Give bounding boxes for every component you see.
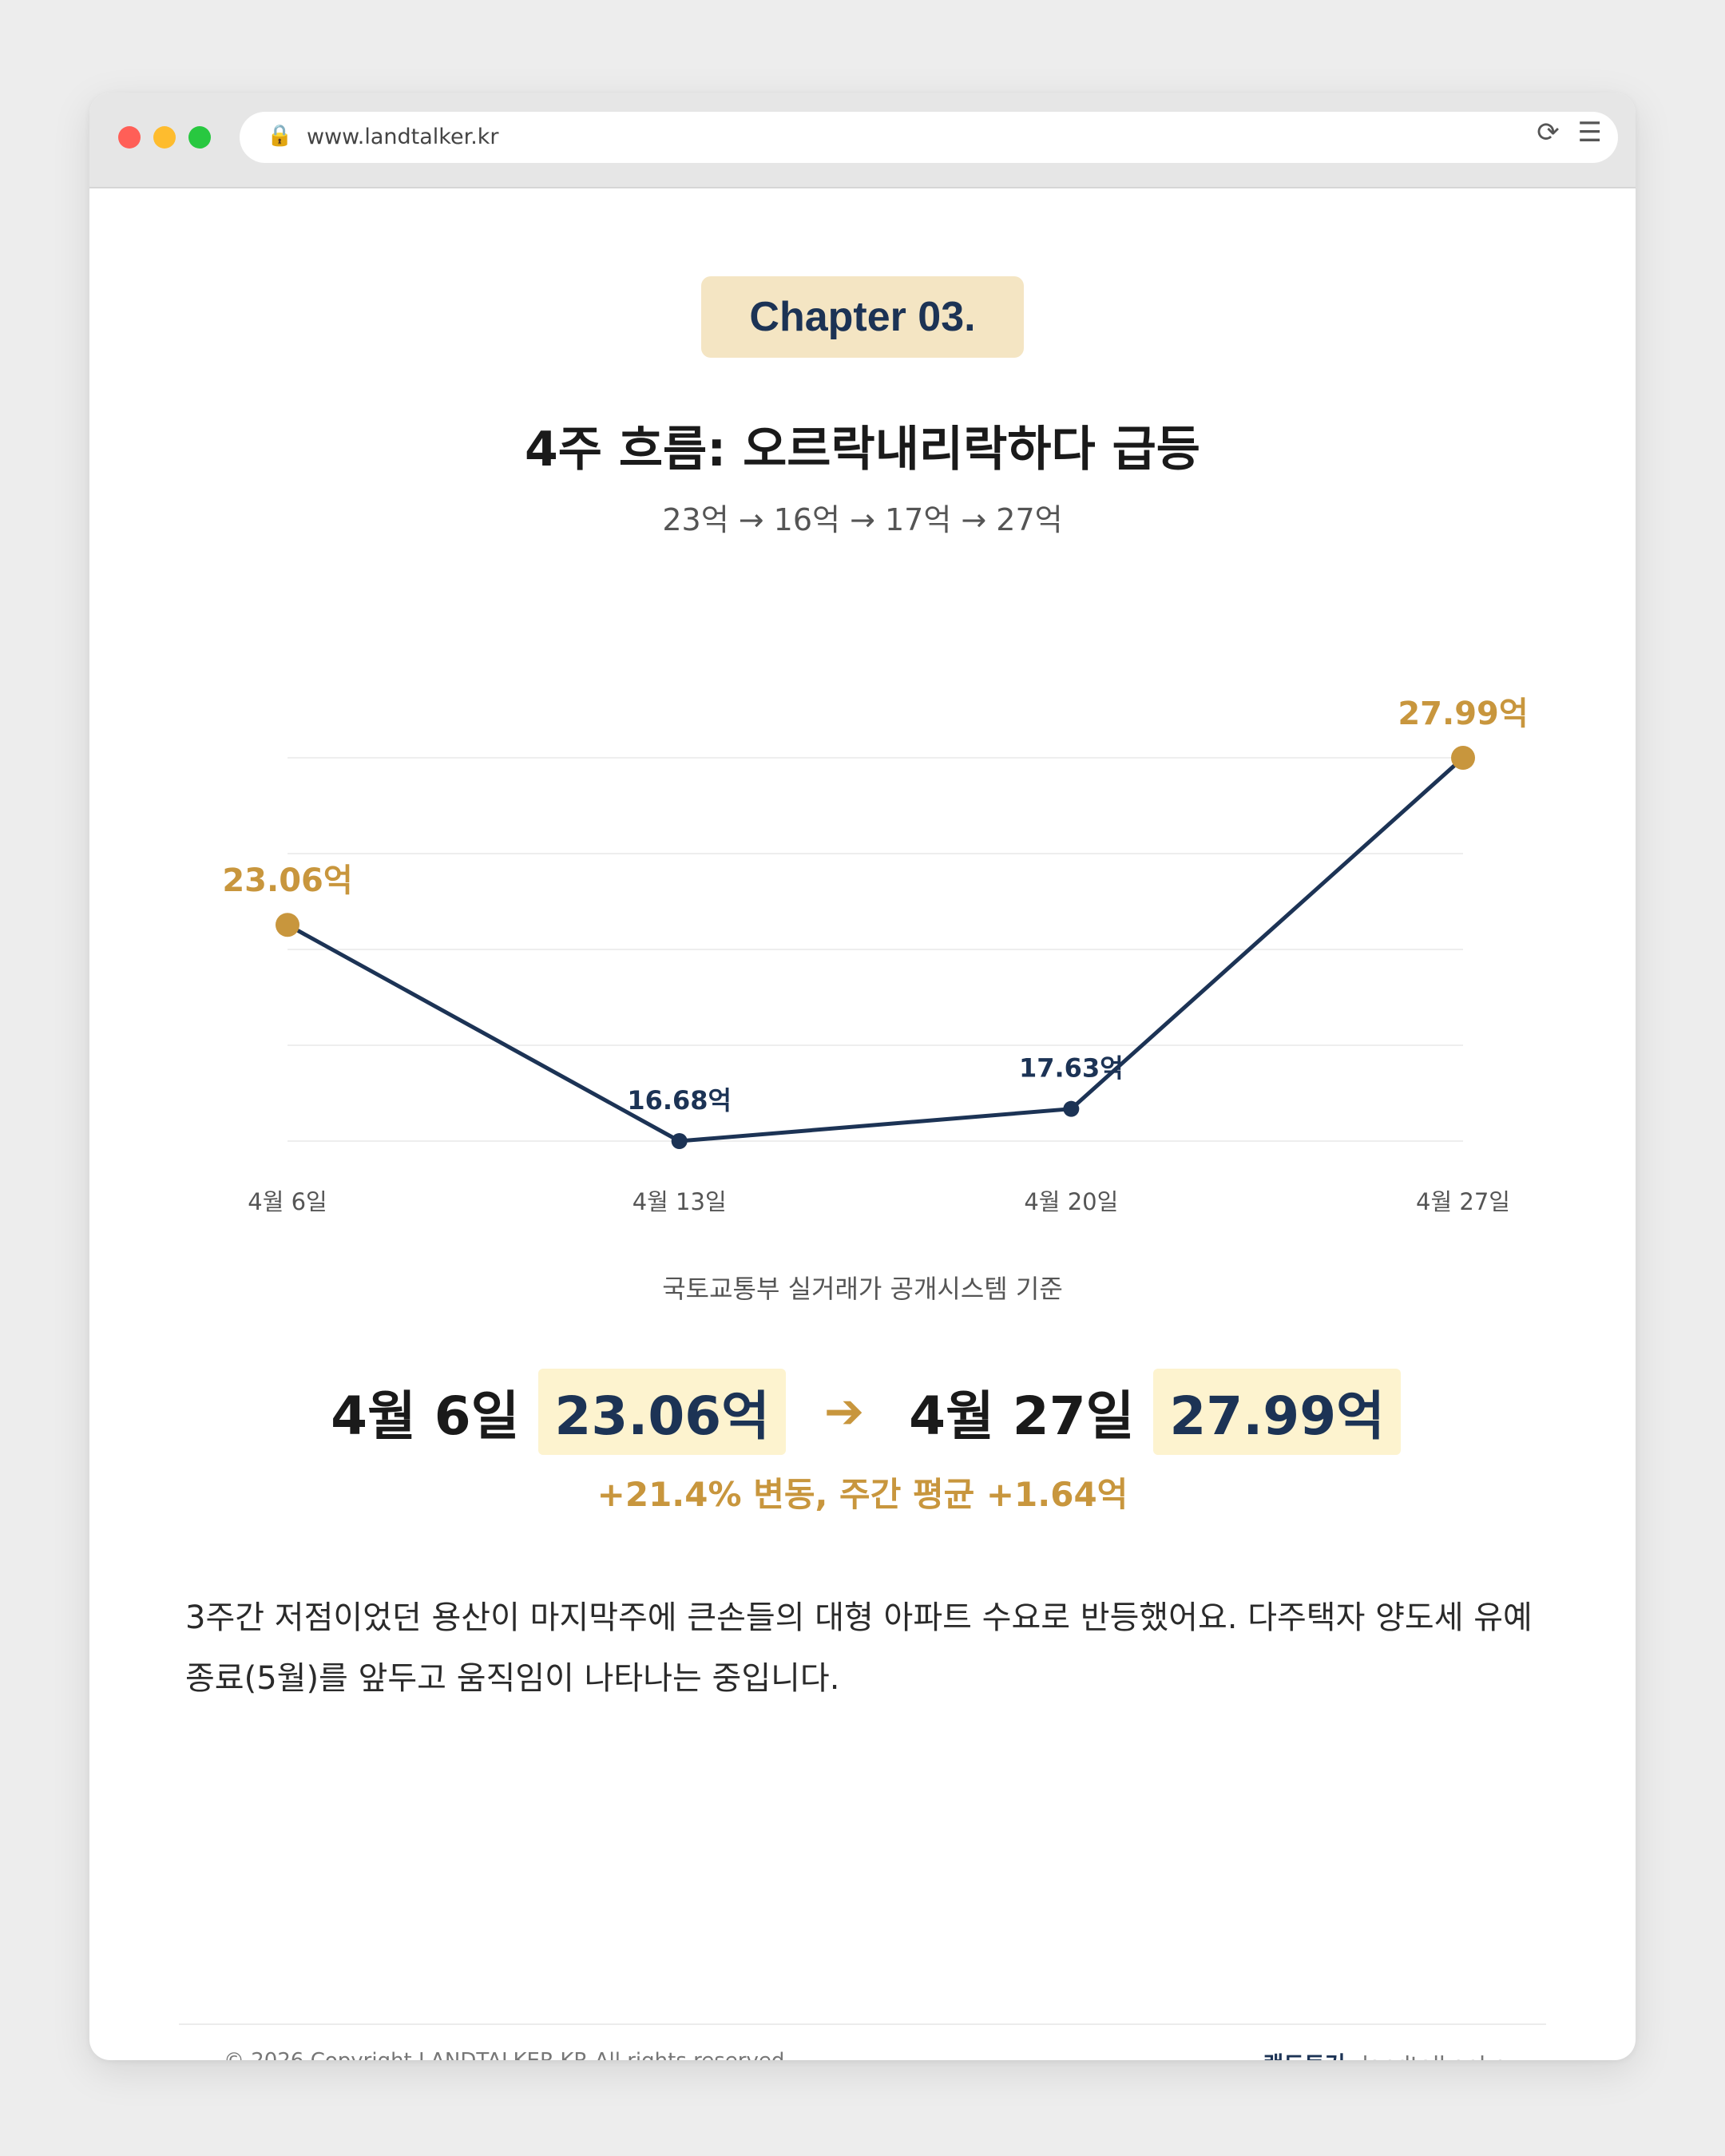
x-tick-label: 4월 6일 xyxy=(248,1188,327,1215)
data-source-note: 국토교통부 실거래가 공개시스템 기준 xyxy=(662,1274,1063,1304)
brand-domain: landtalker.kr xyxy=(1362,2051,1501,2060)
page-content: Chapter 03. 4주 흐름: 오르락내리락하다 급등 23억 → 16억… xyxy=(89,188,1636,2060)
brand-name: 랜드토커 xyxy=(1263,2051,1346,2060)
price-line-chart: 23.06억 16.68억 17.63억 27.99억 4월 6일 4월 13일 4월 20… xyxy=(222,696,1528,1215)
from-date: 4월 6일 xyxy=(331,1385,520,1447)
maximize-window-button[interactable] xyxy=(188,126,211,149)
data-label: 17.63억 xyxy=(1019,1053,1124,1084)
reload-and-menu-icons[interactable]: ⟳ ☰ xyxy=(1537,117,1607,149)
to-value: 27.99억 xyxy=(1153,1369,1401,1455)
browser-window: 🔒 www.landtalker.kr ⟳ ☰ Chapter 03. 4주 흐… xyxy=(89,93,1636,2060)
x-tick-label: 4월 27일 xyxy=(1416,1188,1510,1215)
chapter-badge: Chapter 03. xyxy=(701,276,1024,358)
data-label: 23.06억 xyxy=(222,862,352,899)
arrow-right-icon: ➔ xyxy=(823,1384,865,1440)
data-point xyxy=(671,1133,688,1149)
x-tick-label: 4월 20일 xyxy=(1024,1188,1118,1215)
page-subtitle: 23억 → 16억 → 17억 → 27억 xyxy=(662,502,1063,537)
from-value: 23.06억 xyxy=(538,1369,786,1455)
browser-titlebar: 🔒 www.landtalker.kr ⟳ ☰ xyxy=(89,93,1636,188)
x-tick-label: 4월 13일 xyxy=(632,1188,727,1215)
close-window-button[interactable] xyxy=(118,126,141,149)
data-label: 16.68억 xyxy=(627,1085,732,1116)
data-label: 27.99억 xyxy=(1398,696,1528,732)
series-line xyxy=(286,756,1465,1143)
data-point xyxy=(1451,746,1475,770)
page-title: 4주 흐름: 오르락내리락하다 급등 xyxy=(524,422,1200,478)
change-summary: +21.4% 변동, 주간 평균 +1.64억 xyxy=(597,1475,1128,1514)
url-text: www.landtalker.kr xyxy=(307,125,499,149)
footer-brand[interactable]: 랜드토커 landtalker.kr xyxy=(1263,2047,1501,2060)
price-comparison: 4월 6일 23.06억 ➔ 4월 27일 27.99억 xyxy=(89,1369,1636,1455)
minimize-window-button[interactable] xyxy=(153,126,176,149)
data-point xyxy=(1063,1100,1080,1117)
footer-divider xyxy=(179,2023,1546,2025)
to-date: 4월 27일 xyxy=(909,1385,1135,1447)
lock-icon: 🔒 xyxy=(267,124,293,148)
copyright-text: © 2026 Copyright LANDTALKER.KR All right… xyxy=(224,2049,791,2060)
address-bar[interactable]: 🔒 www.landtalker.kr xyxy=(240,112,1618,163)
data-point xyxy=(276,913,299,937)
description-paragraph: 3주간 저점이었던 용산이 마지막주에 큰손들의 대형 아파트 수요로 반등했어… xyxy=(185,1599,1533,1697)
